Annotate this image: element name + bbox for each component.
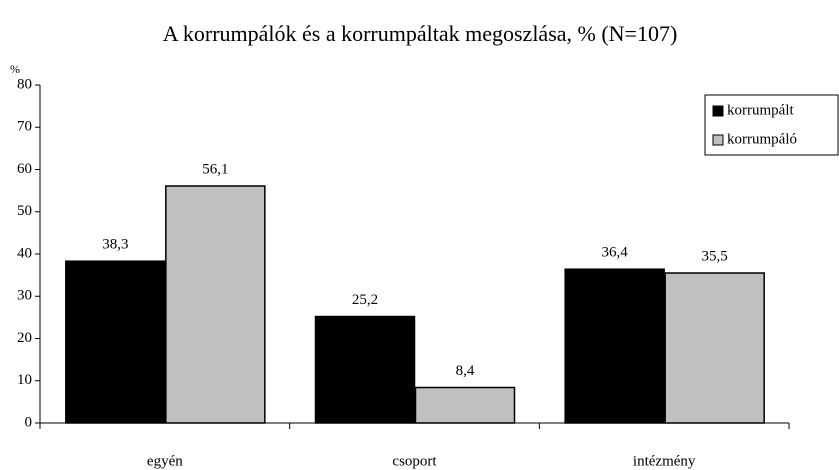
bar (165, 185, 266, 424)
value-label: 35,5 (702, 248, 728, 264)
y-tick-label: 40 (17, 245, 32, 261)
legend-swatch (712, 105, 724, 117)
legend-box (704, 94, 839, 156)
y-tick-label: 60 (17, 161, 32, 177)
y-tick-label: 80 (17, 76, 32, 92)
bar (314, 315, 416, 424)
y-tick-label: 70 (17, 119, 32, 135)
legend-label: korrumpáló (727, 131, 797, 147)
value-label: 36,4 (602, 245, 629, 261)
y-tick-label: 30 (17, 288, 32, 304)
value-label: 25,2 (352, 292, 378, 308)
y-tick-label: 10 (17, 372, 32, 388)
value-label: 38,3 (102, 237, 128, 253)
x-tick-label: csoport (392, 453, 437, 469)
legend-label: korrumpált (727, 102, 794, 118)
bar (564, 268, 665, 424)
y-tick-label: 20 (17, 330, 32, 346)
bar (65, 260, 166, 424)
bar (414, 386, 516, 424)
x-tick-label: intézmény (633, 453, 696, 469)
y-tick-label: 0 (25, 414, 33, 430)
bar (664, 272, 765, 424)
value-label: 8,4 (456, 363, 475, 379)
chart-title: A korrumpálók és a korrumpáltak megoszlá… (163, 21, 678, 46)
value-label: 56,1 (202, 161, 228, 177)
x-tick-label: egyén (147, 453, 183, 469)
legend-swatch (712, 134, 724, 146)
y-axis-label: % (10, 62, 20, 76)
y-tick-label: 50 (17, 203, 32, 219)
